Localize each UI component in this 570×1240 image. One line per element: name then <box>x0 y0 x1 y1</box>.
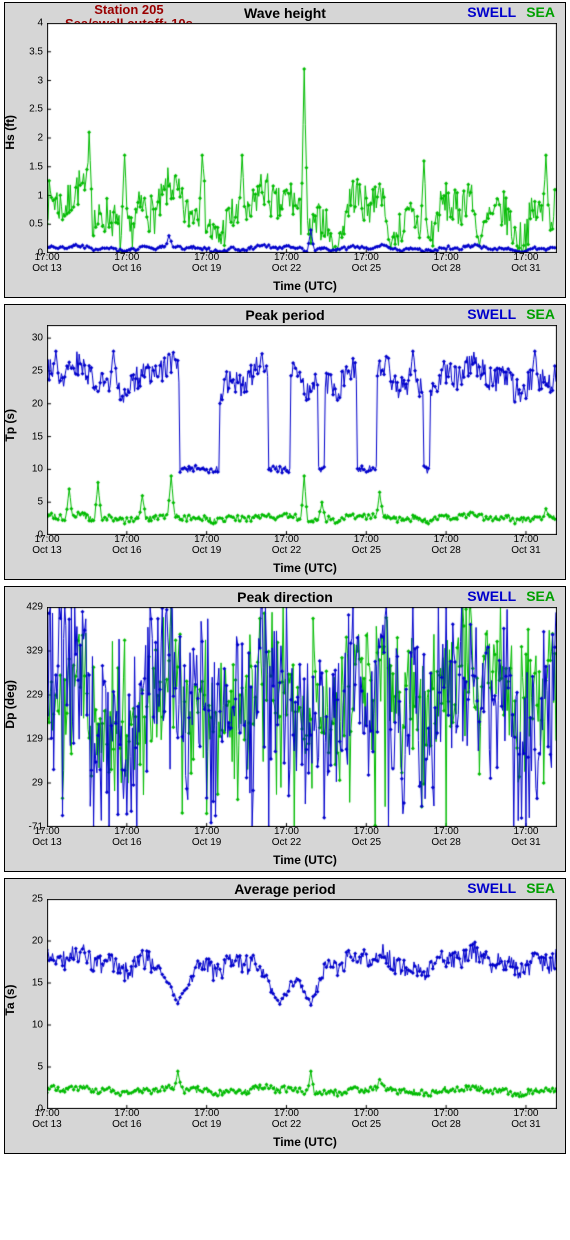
chart-panel-average_period: Average periodSWELLSEATa (s)051015202517… <box>4 878 566 1154</box>
chart-title: Average period <box>234 881 335 897</box>
x-tick-label: 17:00Oct 28 <box>431 535 460 556</box>
y-tick-label: 4 <box>37 18 43 29</box>
y-tick-label: 2.5 <box>29 104 43 115</box>
x-axis-label: Time (UTC) <box>45 1133 565 1153</box>
y-tick-label: 5 <box>37 1062 43 1073</box>
legend-swell: SWELL <box>467 588 516 604</box>
x-tick-label: 17:00Oct 13 <box>32 1109 61 1130</box>
y-tick-label: 10 <box>32 464 43 475</box>
x-tick-label: 17:00Oct 31 <box>511 253 540 274</box>
legend: SWELL SEA <box>467 880 555 896</box>
legend-sea: SEA <box>526 880 555 896</box>
legend-sea: SEA <box>526 306 555 322</box>
y-tick-label: 0.5 <box>29 219 43 230</box>
y-tick-label: 30 <box>32 333 43 344</box>
legend-swell: SWELL <box>467 4 516 20</box>
y-tick-label: 20 <box>32 936 43 947</box>
legend-sea: SEA <box>526 588 555 604</box>
x-tick-label: 17:00Oct 22 <box>272 1109 301 1130</box>
legend: SWELL SEA <box>467 588 555 604</box>
x-tick-label: 17:00Oct 28 <box>431 1109 460 1130</box>
title-row: Station 205Sea/swell cutoff: 10sWave hei… <box>5 3 565 23</box>
plot-area: 0510152025 <box>47 899 557 1109</box>
legend-swell: SWELL <box>467 306 516 322</box>
x-tick-label: 17:00Oct 25 <box>352 535 381 556</box>
y-tick-label: 3.5 <box>29 46 43 57</box>
y-tick-label: 5 <box>37 497 43 508</box>
y-tick-label: 29 <box>32 778 43 789</box>
station-line1: Station 205 <box>65 3 193 17</box>
y-tick-label: 429 <box>26 602 43 613</box>
x-tick-label: 17:00Oct 31 <box>511 535 540 556</box>
plot-area: 00.511.522.533.54 <box>47 23 557 253</box>
y-tick-label: 15 <box>32 978 43 989</box>
chart-title: Peak period <box>245 307 324 323</box>
y-tick-label: 25 <box>32 365 43 376</box>
x-tick-label: 17:00Oct 28 <box>431 253 460 274</box>
x-tick-label: 17:00Oct 31 <box>511 1109 540 1130</box>
legend: SWELL SEA <box>467 4 555 20</box>
legend-sea: SEA <box>526 4 555 20</box>
x-tick-label: 17:00Oct 13 <box>32 535 61 556</box>
title-row: Average period SWELL SEA <box>5 879 565 899</box>
plot-area: -7129129229329429 <box>47 607 557 827</box>
plot-canvas <box>47 325 557 535</box>
y-tick-label: 20 <box>32 398 43 409</box>
y-tick-label: 25 <box>32 894 43 905</box>
x-tick-label: 17:00Oct 19 <box>192 1109 221 1130</box>
plot-area: 051015202530 <box>47 325 557 535</box>
x-tick-label: 17:00Oct 25 <box>352 1109 381 1130</box>
x-tick-label: 17:00Oct 13 <box>32 827 61 848</box>
x-tick-label: 17:00Oct 25 <box>352 827 381 848</box>
x-tick-label: 17:00Oct 19 <box>192 827 221 848</box>
y-tick-label: 2 <box>37 133 43 144</box>
x-tick-label: 17:00Oct 25 <box>352 253 381 274</box>
x-tick-label: 17:00Oct 19 <box>192 535 221 556</box>
y-tick-label: 329 <box>26 646 43 657</box>
x-axis-label: Time (UTC) <box>45 851 565 871</box>
x-tick-label: 17:00Oct 16 <box>112 827 141 848</box>
x-tick-label: 17:00Oct 22 <box>272 253 301 274</box>
y-tick-label: 3 <box>37 75 43 86</box>
legend-swell: SWELL <box>467 880 516 896</box>
plot-canvas <box>47 607 557 827</box>
x-tick-label: 17:00Oct 16 <box>112 253 141 274</box>
x-tick-label: 17:00Oct 19 <box>192 253 221 274</box>
x-tick-label: 17:00Oct 22 <box>272 827 301 848</box>
chart-panel-peak_period: Peak periodSWELLSEATp (s)05101520253017:… <box>4 304 566 580</box>
y-tick-label: 15 <box>32 431 43 442</box>
x-tick-label: 17:00Oct 16 <box>112 1109 141 1130</box>
chart-panel-wave_height: Station 205Sea/swell cutoff: 10sWave hei… <box>4 2 566 298</box>
y-tick-label: 229 <box>26 690 43 701</box>
x-tick-label: 17:00Oct 28 <box>431 827 460 848</box>
y-tick-label: 1 <box>37 190 43 201</box>
y-tick-label: 1.5 <box>29 161 43 172</box>
chart-panel-peak_direction: Peak directionSWELLSEADp (deg)-712912922… <box>4 586 566 872</box>
legend: SWELL SEA <box>467 306 555 322</box>
title-row: Peak direction SWELL SEA <box>5 587 565 607</box>
plot-canvas <box>47 23 557 253</box>
y-tick-label: 129 <box>26 734 43 745</box>
chart-title: Wave height <box>244 5 326 21</box>
chart-title: Peak direction <box>237 589 333 605</box>
x-tick-label: 17:00Oct 31 <box>511 827 540 848</box>
plot-canvas <box>47 899 557 1109</box>
y-tick-label: 10 <box>32 1020 43 1031</box>
x-tick-label: 17:00Oct 16 <box>112 535 141 556</box>
x-tick-label: 17:00Oct 22 <box>272 535 301 556</box>
x-axis-label: Time (UTC) <box>45 277 565 297</box>
title-row: Peak period SWELL SEA <box>5 305 565 325</box>
x-axis-label: Time (UTC) <box>45 559 565 579</box>
x-tick-label: 17:00Oct 13 <box>32 253 61 274</box>
